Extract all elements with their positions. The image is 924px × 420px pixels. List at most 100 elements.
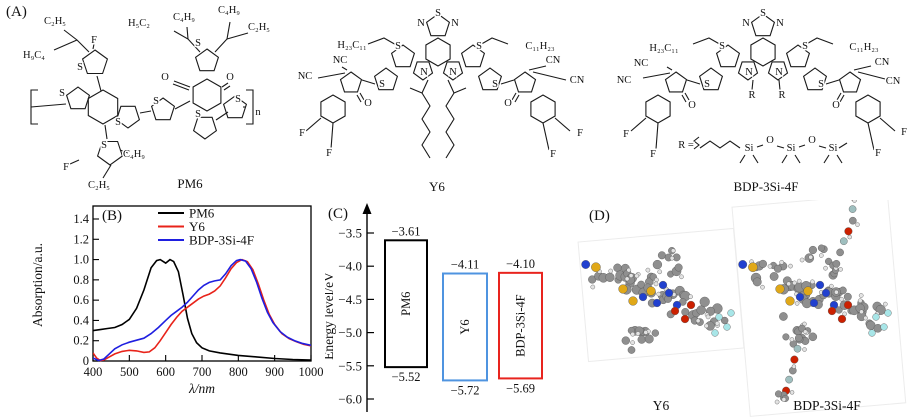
energy-level-panel: −3.5 −4.0 −4.5 −5.0 −5.5 −6.0 Energy level/eV P…: [325, 203, 543, 412]
svg-text:F: F: [63, 162, 69, 173]
homo-value: −5.52: [392, 370, 421, 384]
curve-Y6: [93, 258, 311, 362]
svg-text:O: O: [832, 100, 840, 111]
svg-text:R: R: [748, 90, 755, 101]
molecule-model-y6: [581, 247, 735, 354]
absorption-spectrum-panel: 0 0.2 0.4 0.6 0.8 1.0 1.2 1.4 400 500 600 700 800 900…: [30, 205, 324, 396]
svg-text:Si: Si: [829, 143, 838, 154]
svg-text:S: S: [101, 140, 107, 151]
svg-text:S: S: [476, 41, 482, 52]
svg-text:S: S: [492, 79, 498, 90]
svg-text:C₄H₉: C₄H₉: [173, 12, 195, 23]
svg-text:H₂₃C₁₁: H₂₃C₁₁: [337, 40, 366, 51]
panel-label-b: (B): [102, 208, 122, 224]
svg-text:F: F: [299, 128, 305, 139]
svg-text:1.4: 1.4: [73, 212, 89, 226]
homo-value: −5.69: [506, 381, 535, 395]
svg-text:CN: CN: [570, 75, 585, 86]
svg-text:n: n: [255, 107, 261, 118]
molecule-model-bdp: [738, 200, 892, 405]
svg-text:C₂H₅: C₂H₅: [44, 16, 66, 27]
energy-tick-label: −3.5: [338, 226, 362, 241]
legend-label-Y6: Y6: [189, 219, 205, 234]
svg-text:O: O: [808, 135, 816, 146]
curve-BDP-3Si-4F: [93, 258, 311, 362]
structure-name-pm6: PM6: [177, 176, 203, 191]
svg-text:NC: NC: [617, 75, 632, 86]
svg-text:900: 900: [265, 365, 284, 379]
svg-text:Si: Si: [787, 143, 796, 154]
svg-text:S: S: [195, 38, 201, 49]
svg-text:S: S: [704, 79, 710, 90]
svg-text:C₁₁H₂₃: C₁₁H₂₃: [525, 41, 555, 52]
svg-text:N: N: [417, 18, 425, 29]
svg-text:R =: R =: [678, 140, 694, 151]
svg-text:C₄H₉: C₄H₉: [218, 5, 240, 16]
svg-text:F: F: [550, 149, 556, 160]
svg-text:400: 400: [84, 365, 103, 379]
y-axis-label: Absorption/a.u.: [30, 243, 45, 327]
svg-text:H₂₃C₁₁: H₂₃C₁₁: [649, 43, 678, 54]
svg-text:N: N: [745, 67, 753, 78]
svg-text:S: S: [195, 109, 201, 120]
legend-label-BDP-3Si-4F: BDP-3Si-4F: [189, 233, 254, 248]
svg-text:N: N: [449, 67, 457, 78]
structure-name-bdp: BDP-3Si-4F: [733, 179, 798, 194]
svg-text:S: S: [802, 41, 808, 52]
svg-text:N: N: [742, 18, 750, 29]
model-label-bdp: BDP-3Si-4F: [793, 398, 861, 413]
spectrum-curves: [93, 258, 311, 362]
energy-box-PM6: [384, 239, 428, 369]
svg-text:CN: CN: [546, 55, 561, 66]
axis-arrow-icon: [362, 203, 372, 214]
svg-text:C₂H₅: C₂H₅: [248, 22, 270, 33]
axis-ticks: [92, 218, 312, 362]
svg-text:F: F: [875, 148, 881, 159]
svg-text:1.0: 1.0: [73, 253, 89, 267]
svg-text:F: F: [650, 149, 656, 160]
svg-text:S: S: [719, 41, 725, 52]
svg-text:0.2: 0.2: [73, 334, 89, 348]
svg-text:O: O: [504, 98, 512, 109]
svg-text:O: O: [226, 72, 234, 83]
svg-text:H₉C₄: H₉C₄: [23, 50, 45, 61]
svg-text:S: S: [395, 41, 401, 52]
svg-text:CN: CN: [875, 57, 890, 68]
svg-text:N: N: [420, 67, 428, 78]
energy-box-Y6: [442, 272, 488, 382]
svg-text:O: O: [688, 100, 696, 111]
energy-box-name: PM6: [399, 292, 413, 316]
svg-text:F: F: [91, 35, 97, 46]
panel-label-c: (C): [328, 206, 348, 222]
svg-text:S: S: [818, 79, 824, 90]
lumo-value: −3.61: [392, 224, 421, 238]
svg-text:0.6: 0.6: [73, 293, 89, 307]
svg-text:S: S: [435, 8, 441, 19]
svg-text:600: 600: [156, 365, 175, 379]
structure-bonds: [30, 13, 896, 179]
svg-text:S: S: [153, 96, 159, 107]
energy-tick-label: −5.0: [338, 325, 362, 340]
panel-label-d: (D): [589, 208, 610, 224]
svg-text:R: R: [778, 90, 785, 101]
svg-text:S: S: [77, 62, 83, 73]
svg-text:O: O: [161, 72, 169, 83]
svg-text:NC: NC: [333, 55, 348, 66]
svg-text:Si: Si: [745, 143, 754, 154]
svg-text:S: S: [59, 88, 65, 99]
svg-text:0.4: 0.4: [73, 313, 89, 327]
legend-label-PM6: PM6: [189, 206, 215, 221]
svg-text:700: 700: [193, 365, 212, 379]
svg-text:500: 500: [120, 365, 139, 379]
svg-text:1000: 1000: [299, 365, 324, 379]
svg-text:F: F: [623, 129, 629, 140]
energy-box-name: BDP-3Si-4F: [514, 294, 528, 357]
svg-text:C₄H₉: C₄H₉: [123, 149, 145, 160]
lumo-value: −4.10: [506, 257, 535, 271]
energy-box-BDP-3Si-4F: [498, 271, 543, 380]
structure-name-y6: Y6: [429, 179, 445, 194]
